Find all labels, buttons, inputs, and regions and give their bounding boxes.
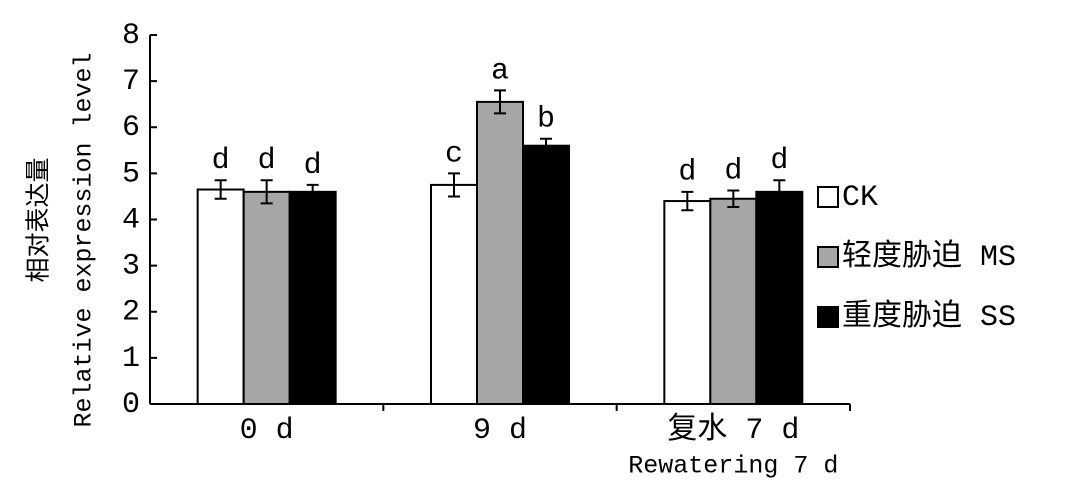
y-tick-label: 8 (122, 19, 140, 53)
y-axis-label: Relative expression level (70, 52, 99, 427)
bar (755, 190, 804, 405)
legend-swatch (817, 306, 839, 328)
legend-label: 重度胁迫 SS (842, 299, 1016, 335)
bar (430, 183, 478, 405)
y-tick-label: 1 (122, 342, 140, 376)
significance-label: d (678, 156, 696, 190)
y-tick-label: 0 (122, 388, 140, 422)
bar (476, 100, 524, 405)
error-bar (727, 189, 740, 209)
error-bar (494, 89, 506, 115)
y-tick-label: 5 (122, 157, 140, 191)
significance-label: d (258, 144, 276, 178)
y-tick-label: 4 (122, 203, 140, 237)
error-bar (540, 137, 552, 154)
x-tick-label: 0 d (240, 414, 294, 448)
x-annotation: Rewatering 7 d (628, 452, 838, 481)
y-tick-label: 7 (122, 65, 140, 99)
bar (196, 188, 245, 405)
x-tick-label: 9 d (473, 414, 527, 448)
y-tick-label: 3 (122, 250, 140, 284)
error-bar (773, 179, 786, 205)
y-tick-label: 2 (122, 296, 140, 330)
error-bar (306, 183, 319, 200)
bar (709, 197, 758, 405)
bar (242, 190, 291, 405)
legend-swatch (817, 186, 839, 208)
legend-swatch (817, 246, 839, 268)
error-bar (448, 172, 460, 198)
error-bar (260, 179, 273, 205)
x-tick-label: 复水 7 d (667, 412, 799, 448)
error-bar (681, 190, 694, 212)
y-tick-label: 6 (122, 111, 140, 145)
y-axis-label: 相对表达量 (25, 157, 55, 282)
significance-label: c (445, 137, 463, 171)
significance-label: b (537, 103, 555, 137)
legend-label: CK (842, 181, 878, 215)
bar (288, 190, 337, 405)
bar (522, 144, 570, 405)
significance-label: d (770, 144, 788, 178)
significance-label: d (724, 154, 742, 188)
bar (663, 200, 712, 405)
error-bar (214, 179, 227, 200)
significance-label: a (491, 54, 509, 88)
legend-label: 轻度胁迫 MS (842, 239, 1016, 275)
significance-label: d (212, 144, 230, 178)
significance-label: d (304, 149, 322, 183)
